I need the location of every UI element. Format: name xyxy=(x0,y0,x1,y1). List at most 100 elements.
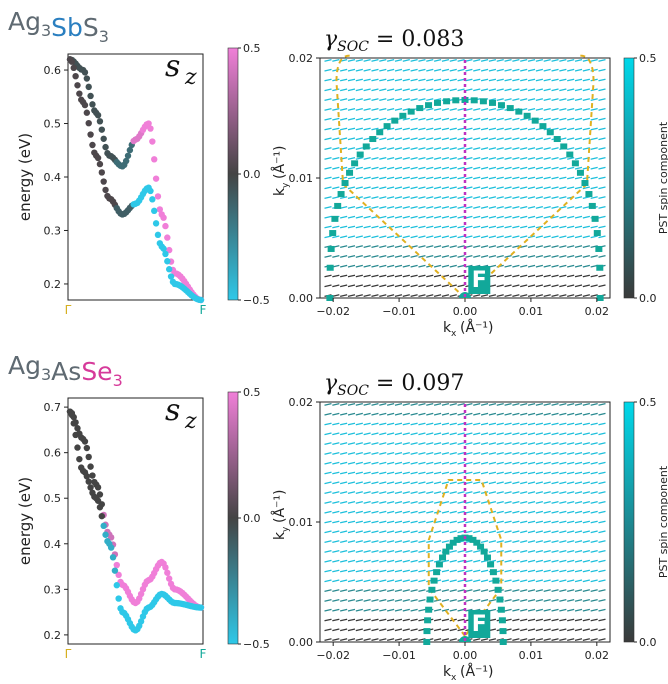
spin-arrow xyxy=(504,235,512,239)
spin-arrow xyxy=(449,117,457,121)
spin-arrow xyxy=(402,598,410,602)
spin-arrow xyxy=(449,638,457,642)
spin-arrow xyxy=(441,78,450,82)
spin-arrow xyxy=(567,264,575,268)
spin-arrow xyxy=(504,264,512,268)
contour-path xyxy=(427,479,503,638)
spin-arrow xyxy=(355,205,363,209)
spin-arrow xyxy=(347,284,356,288)
band-point xyxy=(76,90,83,97)
spin-arrow xyxy=(379,294,387,298)
spin-arrow xyxy=(527,294,536,298)
spin-arrow xyxy=(371,412,379,416)
spin-arrow xyxy=(551,500,559,504)
spin-arrow xyxy=(582,559,590,563)
spin-arrow xyxy=(527,166,536,170)
spin-arrow xyxy=(512,176,520,180)
spin-arrow xyxy=(496,58,504,62)
spin-arrow xyxy=(535,88,544,92)
spin-arrow xyxy=(355,442,363,446)
spin-arrow xyxy=(332,117,340,121)
spin-arrow xyxy=(418,559,426,563)
spin-arrow xyxy=(559,432,567,436)
spin-arrow xyxy=(551,618,559,622)
spin-arrow xyxy=(426,88,434,92)
spin-arrow xyxy=(496,215,504,219)
spin-arrow xyxy=(449,137,457,141)
spin-xtick-label: −0.01 xyxy=(382,649,416,662)
spin-arrow xyxy=(347,245,356,249)
spin-arrow xyxy=(504,254,512,258)
spin-arrow xyxy=(504,579,512,583)
band-point xyxy=(83,109,91,116)
spin-arrow xyxy=(480,205,489,209)
band-point xyxy=(147,187,154,195)
compound-title: Ag3AsSe3 xyxy=(8,351,123,390)
spin-arrow xyxy=(402,254,410,258)
spin-arrow xyxy=(590,166,598,170)
spin-arrow xyxy=(371,88,379,92)
spin-arrow xyxy=(410,481,418,485)
spin-arrow xyxy=(402,196,410,200)
spin-arrow xyxy=(340,549,348,553)
spin-arrow xyxy=(457,156,465,160)
spin-arrow xyxy=(433,559,442,563)
spin-cbar-tick-label: 0.0 xyxy=(639,292,657,305)
spin-arrow xyxy=(449,107,457,111)
spin-arrow xyxy=(402,471,410,475)
spin-arrow xyxy=(582,549,590,553)
spin-arrow xyxy=(363,68,371,72)
spin-arrow xyxy=(379,540,387,544)
compound-subscript: 3 xyxy=(41,365,51,384)
spin-arrow xyxy=(520,451,528,455)
spin-arrow xyxy=(355,235,363,239)
band-point xyxy=(87,92,94,100)
spin-arrow xyxy=(418,254,426,258)
spin-arrow xyxy=(535,481,544,485)
spin-arrow xyxy=(527,412,536,416)
spin-arrow xyxy=(598,432,606,436)
spin-arrow xyxy=(379,107,387,111)
fermi-dot xyxy=(497,102,505,109)
spin-contour-dashed xyxy=(427,479,503,638)
spin-arrow xyxy=(512,500,520,504)
spin-arrow xyxy=(535,137,544,141)
spin-arrow xyxy=(332,98,340,102)
spin-arrow xyxy=(402,117,410,121)
spin-arrow xyxy=(386,412,395,416)
spin-arrow xyxy=(394,530,403,534)
spin-arrow xyxy=(394,559,403,563)
spin-arrow xyxy=(449,559,457,563)
spin-arrow xyxy=(473,412,481,416)
spin-arrow xyxy=(543,402,551,406)
spin-arrow xyxy=(473,491,481,495)
spin-arrow xyxy=(324,58,332,62)
spin-arrow xyxy=(512,589,520,593)
spin-arrow xyxy=(465,68,473,72)
spin-arrow xyxy=(465,412,473,416)
spin-arrow xyxy=(504,147,512,151)
spin-arrow xyxy=(582,186,590,190)
spin-arrow xyxy=(386,638,395,642)
spin-arrow xyxy=(535,608,544,612)
spin-arrow xyxy=(332,254,340,258)
spin-arrow xyxy=(567,137,575,141)
spin-arrow xyxy=(496,225,504,229)
spin-arrow xyxy=(441,264,450,268)
spin-arrow xyxy=(551,88,559,92)
spin-arrow xyxy=(559,186,567,190)
spin-arrow xyxy=(512,78,520,82)
spin-arrow xyxy=(590,491,598,495)
spin-arrow xyxy=(582,471,590,475)
spin-arrow xyxy=(480,186,489,190)
spin-arrow xyxy=(574,264,583,268)
spin-arrow xyxy=(418,549,426,553)
spin-arrow xyxy=(574,442,583,446)
spin-arrow xyxy=(394,510,403,514)
spin-arrow xyxy=(504,284,512,288)
spin-arrow xyxy=(363,500,371,504)
spin-arrow xyxy=(340,78,348,82)
spin-arrow xyxy=(457,186,465,190)
spin-arrow xyxy=(347,461,356,465)
spin-arrow xyxy=(473,481,481,485)
